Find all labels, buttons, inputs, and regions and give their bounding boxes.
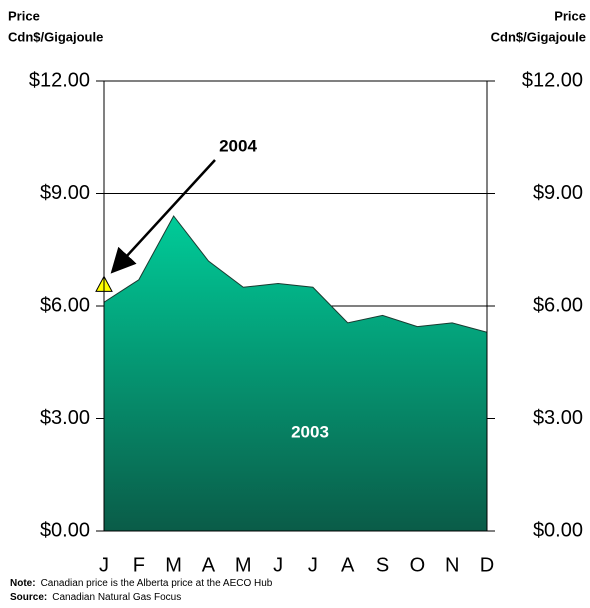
x-tick-label: J bbox=[308, 554, 318, 576]
y2-tick-label: $0.00 bbox=[533, 519, 583, 541]
arrow bbox=[110, 159, 216, 274]
y-tick-label: $3.00 bbox=[40, 407, 90, 429]
x-tick-label: F bbox=[133, 554, 145, 576]
y2-tick-label: $3.00 bbox=[533, 407, 583, 429]
x-tick-label: D bbox=[480, 554, 494, 576]
y-tick-label: $6.00 bbox=[40, 294, 90, 316]
x-tick-label: O bbox=[410, 554, 426, 576]
y2-tick-label: $12.00 bbox=[522, 69, 583, 91]
y2-label: Price bbox=[554, 8, 586, 23]
y2-tick-label: $9.00 bbox=[533, 182, 583, 204]
y2-label: Cdn$/Gigajoule bbox=[491, 29, 586, 44]
y-label: Cdn$/Gigajoule bbox=[8, 29, 103, 44]
area bbox=[103, 215, 488, 532]
annotation: 2004 bbox=[219, 136, 257, 155]
note: Note: Canadian price is the Alberta price… bbox=[10, 578, 273, 589]
x-tick-label: A bbox=[202, 554, 216, 576]
x-tick-label: M bbox=[165, 554, 182, 576]
x-tick-label: A bbox=[341, 554, 355, 576]
x-tick-label: S bbox=[376, 554, 389, 576]
y2-tick-label: $6.00 bbox=[533, 294, 583, 316]
y-tick-label: $9.00 bbox=[40, 182, 90, 204]
x-tick-label: J bbox=[273, 554, 283, 576]
x-tick-label: J bbox=[99, 554, 109, 576]
plot bbox=[95, 215, 488, 532]
x-tick-label: N bbox=[445, 554, 459, 576]
y-label: Price bbox=[8, 8, 40, 23]
x-tick-label: M bbox=[235, 554, 252, 576]
note: Source: Canadian Natural Gas Focus bbox=[10, 592, 181, 603]
y-tick-label: $0.00 bbox=[40, 519, 90, 541]
y-tick-label: $12.00 bbox=[29, 69, 90, 91]
annotation: 2003 bbox=[291, 422, 329, 441]
